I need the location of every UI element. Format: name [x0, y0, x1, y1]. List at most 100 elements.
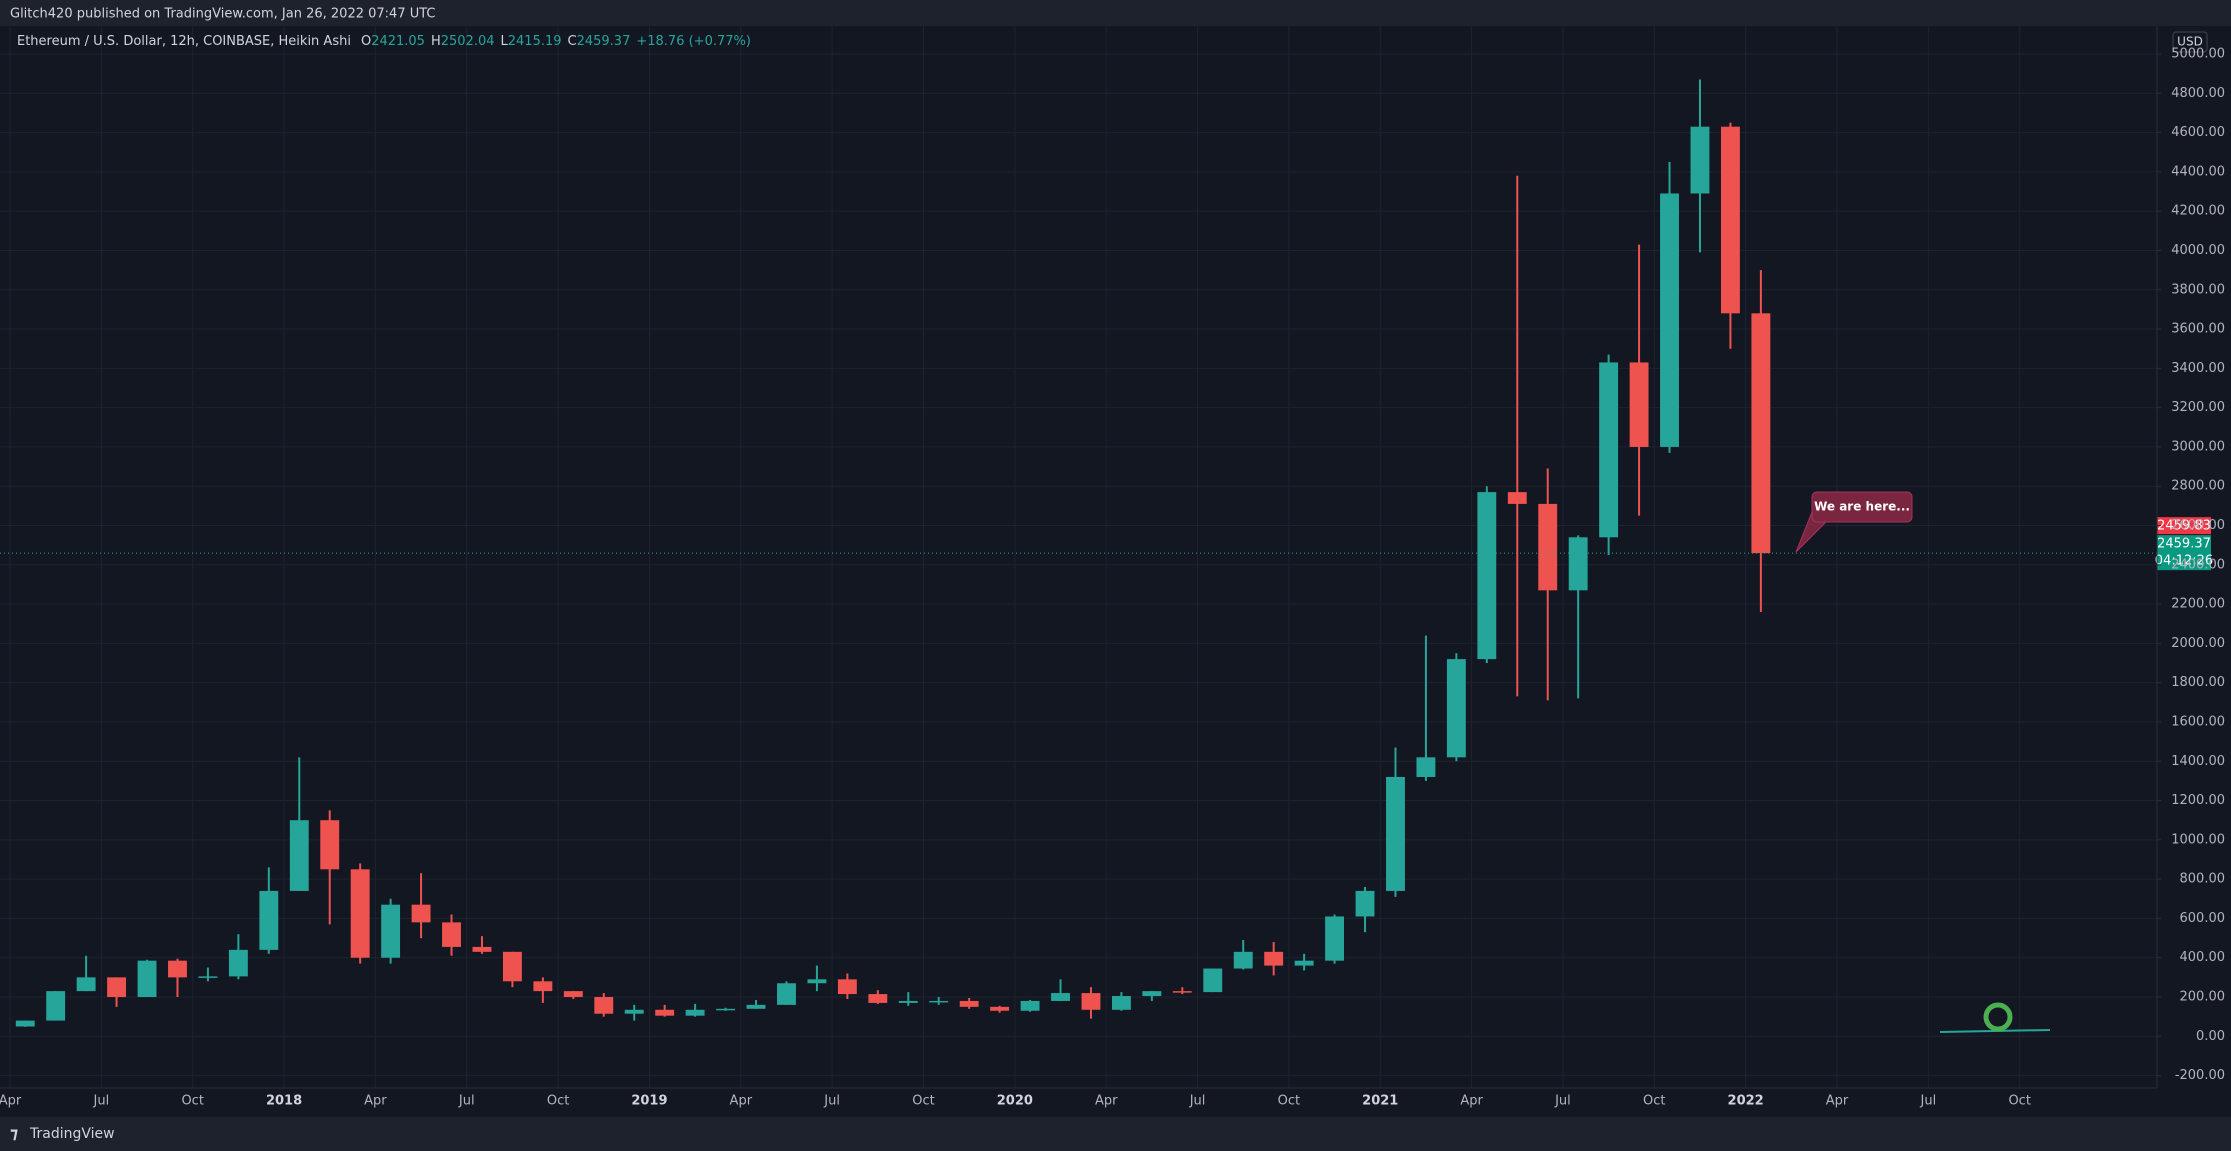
candles [15, 79, 1771, 1027]
price-label: 2459.37 [2157, 537, 2211, 552]
y-tick-label: 1200.00 [2171, 793, 2225, 808]
annotation: We are here... [1814, 500, 1910, 514]
candle-body [1477, 492, 1497, 660]
x-tick-label: Oct [2008, 1094, 2030, 1109]
candle-body [1568, 537, 1588, 591]
header-text: Glitch420 published on TradingView.com, … [10, 7, 436, 22]
candle-body [228, 949, 248, 977]
legend: Ethereum / U.S. Dollar, 12h, COINBASE, H… [17, 34, 751, 49]
candle-body [929, 1000, 949, 1003]
x-tick-label: Oct [1643, 1094, 1665, 1109]
y-tick-label: 3600.00 [2171, 322, 2225, 337]
x-tick-label: 2021 [1362, 1094, 1398, 1109]
candle-body [381, 904, 401, 958]
candle-body [624, 1009, 644, 1014]
logo-mark: ⁊ [10, 1124, 18, 1143]
x-tick-label: 2018 [266, 1094, 302, 1109]
candle-body [411, 904, 431, 923]
legend-title: Ethereum / U.S. Dollar, 12h, COINBASE, H… [17, 34, 351, 49]
y-tick-label: 1000.00 [2171, 832, 2225, 847]
header-bar [0, 0, 2231, 26]
y-tick-label: 5000.00 [2171, 47, 2225, 62]
candle-body [685, 1009, 705, 1016]
candle-body [898, 1000, 918, 1003]
x-tick-label: 2019 [631, 1094, 667, 1109]
y-tick-label: 2600.00 [2171, 518, 2225, 533]
candle-body [807, 979, 827, 984]
candle-body [1142, 991, 1162, 997]
candle-body [837, 979, 857, 995]
legend-low-label: L [501, 34, 509, 49]
candle-body [107, 977, 127, 998]
y-tick-label: 400.00 [2180, 950, 2226, 965]
candle-body [1325, 916, 1345, 961]
candle-body [168, 960, 187, 978]
candle-body [259, 890, 279, 950]
legend-change: +18.76 (+0.77%) [636, 34, 751, 49]
footer-brand: TradingView [29, 1126, 115, 1142]
candle-body [1446, 659, 1466, 758]
x-tick-label: Apr [1460, 1094, 1483, 1109]
y-tick-label: 2800.00 [2171, 479, 2225, 494]
candle-body [533, 981, 553, 992]
candle-body [1111, 996, 1131, 1010]
x-tick-label: Apr [1095, 1094, 1118, 1109]
candle-body [1599, 362, 1619, 538]
y-tick-label: 2400.00 [2171, 557, 2225, 572]
y-tick-label: 4800.00 [2171, 86, 2225, 101]
y-tick-label: 800.00 [2180, 872, 2226, 887]
candle-body [15, 1020, 35, 1027]
candle-body [1751, 313, 1771, 554]
candle-body [1720, 126, 1740, 314]
x-tick-label: Apr [1826, 1094, 1849, 1109]
y-tick-label: 4200.00 [2171, 204, 2225, 219]
candle-body [137, 960, 157, 998]
candle-body [990, 1006, 1010, 1011]
candle-body [777, 983, 796, 1005]
candle-body [1203, 968, 1223, 993]
x-tick-label: Apr [364, 1094, 387, 1109]
x-tick-label: Oct [181, 1094, 203, 1109]
footer-bar [0, 1117, 2231, 1151]
y-tick-label: 3000.00 [2171, 439, 2225, 454]
candle-body [746, 1004, 766, 1009]
x-tick-label: Jul [1189, 1094, 1206, 1109]
candle-body [1690, 126, 1710, 194]
overlay: 2459.83 2459.37 04:12:26 USD We are here... E… [0, 31, 2213, 571]
y-tick-label: 4400.00 [2171, 164, 2225, 179]
candle-body [1660, 193, 1679, 447]
candle-body [198, 976, 218, 978]
y-tick-label: 4600.00 [2171, 125, 2225, 140]
currency: USD [2177, 35, 2203, 49]
y-tick-label: 0.00 [2196, 1029, 2225, 1044]
candle-body [1355, 890, 1375, 917]
candle-body [1051, 993, 1070, 1001]
legend-high: 2502.04 [441, 34, 495, 49]
candle-body [1629, 362, 1649, 447]
legend-close-label: C [568, 34, 577, 49]
legend-high-label: H [431, 34, 441, 49]
x-tick-label: Oct [547, 1094, 569, 1109]
candle-body [1507, 492, 1527, 504]
candle-body [1294, 960, 1314, 966]
x-tick-label: Oct [1278, 1094, 1300, 1109]
y-tick-label: 2200.00 [2171, 597, 2225, 612]
candle-body [868, 994, 888, 1003]
candle-body [1386, 776, 1405, 891]
legend-open-label: O [361, 34, 371, 49]
legend-low: 2415.19 [508, 34, 562, 49]
y-tick-label: 600.00 [2180, 911, 2226, 926]
y-tick-label: 3800.00 [2171, 282, 2225, 297]
candle-body [1233, 951, 1253, 969]
y-tick-label: 3400.00 [2171, 361, 2225, 376]
y-tick-label: -200.00 [2175, 1068, 2225, 1083]
candle-body [655, 1009, 675, 1016]
candle-body [959, 1000, 979, 1007]
y-tick-label: 200.00 [2180, 990, 2226, 1005]
price-label: 2459.83 [2157, 519, 2211, 534]
candle-body [563, 991, 583, 998]
countdown: 04:12:26 [2155, 554, 2213, 569]
price-label-box [2157, 517, 2211, 535]
